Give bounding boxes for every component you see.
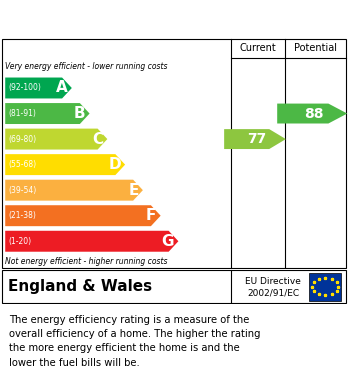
- Text: EU Directive: EU Directive: [245, 277, 301, 286]
- Text: Potential: Potential: [294, 43, 337, 53]
- Text: E: E: [128, 183, 139, 198]
- Polygon shape: [277, 104, 347, 124]
- Polygon shape: [5, 103, 89, 124]
- Text: A: A: [56, 81, 68, 95]
- Text: (81-91): (81-91): [8, 109, 36, 118]
- Text: C: C: [92, 132, 103, 147]
- Polygon shape: [224, 129, 286, 149]
- Text: F: F: [146, 208, 157, 223]
- Text: (92-100): (92-100): [8, 84, 41, 93]
- Text: Very energy efficient - lower running costs: Very energy efficient - lower running co…: [5, 62, 168, 71]
- Text: England & Wales: England & Wales: [8, 279, 152, 294]
- Text: (39-54): (39-54): [8, 186, 36, 195]
- Text: 2002/91/EC: 2002/91/EC: [247, 289, 299, 298]
- Text: Not energy efficient - higher running costs: Not energy efficient - higher running co…: [5, 257, 168, 266]
- Text: Energy Efficiency Rating: Energy Efficiency Rating: [9, 12, 238, 30]
- Polygon shape: [5, 77, 72, 99]
- Text: The energy efficiency rating is a measure of the
overall efficiency of a home. T: The energy efficiency rating is a measur…: [9, 315, 260, 368]
- Text: 77: 77: [247, 132, 266, 146]
- Text: G: G: [162, 234, 174, 249]
- Bar: [309, 273, 341, 301]
- Text: 88: 88: [304, 106, 324, 120]
- Text: (21-38): (21-38): [8, 211, 36, 220]
- Polygon shape: [5, 129, 107, 149]
- Text: D: D: [108, 157, 121, 172]
- Polygon shape: [5, 154, 125, 175]
- Text: B: B: [74, 106, 85, 121]
- Polygon shape: [5, 180, 143, 201]
- Text: Current: Current: [239, 43, 276, 53]
- Text: (69-80): (69-80): [8, 135, 36, 143]
- Text: (1-20): (1-20): [8, 237, 31, 246]
- Polygon shape: [5, 205, 161, 226]
- Polygon shape: [5, 231, 179, 252]
- Text: (55-68): (55-68): [8, 160, 36, 169]
